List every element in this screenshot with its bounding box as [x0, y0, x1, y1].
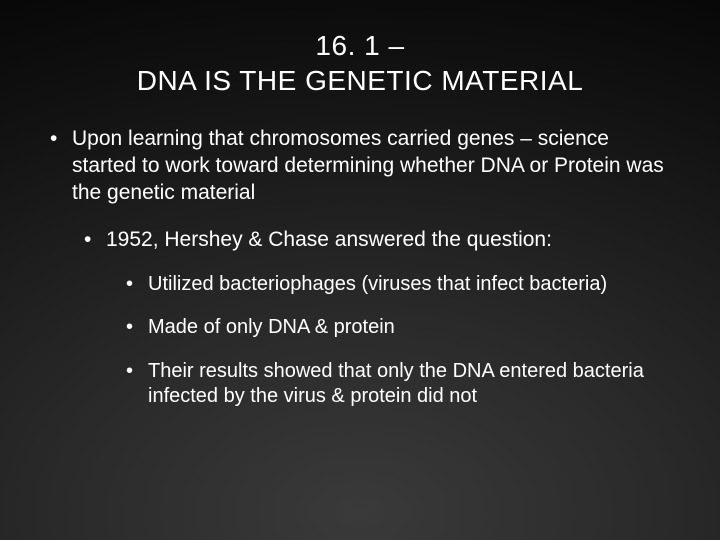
- slide: 16. 1 – DNA IS THE GENETIC MATERIAL Upon…: [0, 0, 720, 540]
- bullet-text: Utilized bacteriophages (viruses that in…: [148, 273, 607, 295]
- bullet-list-level3: Utilized bacteriophages (viruses that in…: [126, 272, 672, 410]
- slide-title: 16. 1 – DNA IS THE GENETIC MATERIAL: [48, 28, 672, 98]
- bullet-text: Made of only DNA & protein: [148, 316, 395, 338]
- bullet-text: Upon learning that chromosomes carried g…: [72, 127, 664, 204]
- bullet-list-level1: Upon learning that chromosomes carried g…: [48, 126, 672, 410]
- bullet-list-level2: 1952, Hershey & Chase answered the quest…: [84, 227, 672, 410]
- list-item: Their results showed that only the DNA e…: [126, 359, 672, 410]
- bullet-text: 1952, Hershey & Chase answered the quest…: [106, 228, 552, 251]
- list-item: 1952, Hershey & Chase answered the quest…: [84, 227, 672, 410]
- list-item: Utilized bacteriophages (viruses that in…: [126, 272, 672, 298]
- list-item: Upon learning that chromosomes carried g…: [48, 126, 672, 410]
- title-line-2: DNA IS THE GENETIC MATERIAL: [48, 63, 672, 98]
- list-item: Made of only DNA & protein: [126, 315, 672, 341]
- title-line-1: 16. 1 –: [48, 28, 672, 63]
- bullet-text: Their results showed that only the DNA e…: [148, 360, 644, 408]
